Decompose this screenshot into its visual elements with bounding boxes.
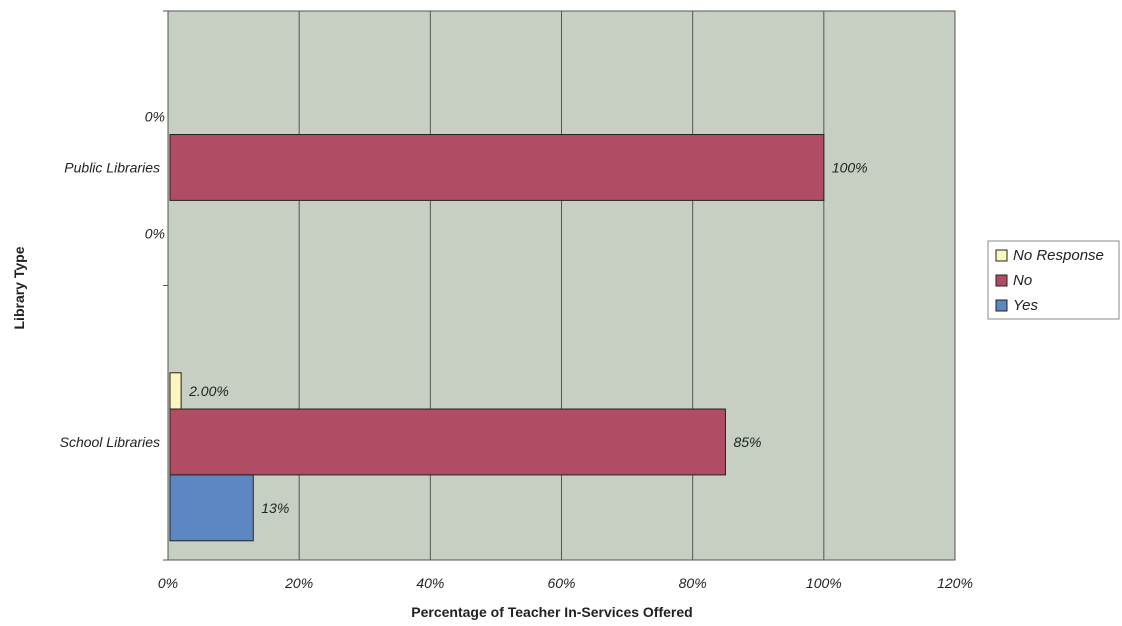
category-label: Public Libraries	[64, 159, 160, 175]
legend: No Response No Yes	[987, 240, 1120, 320]
bar	[169, 134, 825, 201]
legend-swatch	[995, 299, 1008, 312]
x-tick-label: 100%	[806, 575, 842, 591]
category-label: School Libraries	[60, 434, 160, 450]
data-label: 0%	[145, 225, 165, 241]
x-tick-label: 80%	[679, 575, 707, 591]
x-tick-label: 0%	[158, 575, 178, 591]
data-label: 100%	[832, 159, 868, 175]
legend-label: No	[1013, 272, 1032, 289]
bar	[169, 474, 254, 542]
value-labels: 0% 100% 0% 2.00% 85% 13%	[145, 108, 868, 515]
data-label: 0%	[145, 108, 165, 124]
legend-label: No Response	[1013, 247, 1104, 264]
x-tick-label: 60%	[547, 575, 575, 591]
category-labels: Public Libraries School Libraries	[60, 159, 160, 450]
x-axis-title: Percentage of Teacher In-Services Offere…	[411, 604, 692, 620]
x-tick-labels: 0% 20% 40% 60% 80% 100% 120%	[158, 575, 973, 591]
x-tick-label: 120%	[937, 575, 973, 591]
legend-box	[987, 240, 1120, 320]
data-label: 2.00%	[188, 383, 229, 399]
data-label: 13%	[261, 500, 289, 516]
y-axis-title: Library Type	[11, 246, 27, 329]
x-tick-label: 20%	[284, 575, 313, 591]
legend-swatch	[995, 249, 1008, 262]
data-label: 85%	[733, 434, 761, 450]
bar	[169, 372, 182, 410]
bar	[169, 408, 726, 476]
bars	[169, 134, 825, 542]
x-tick-label: 40%	[416, 575, 444, 591]
legend-label: Yes	[1013, 297, 1039, 314]
legend-swatch	[995, 274, 1008, 287]
